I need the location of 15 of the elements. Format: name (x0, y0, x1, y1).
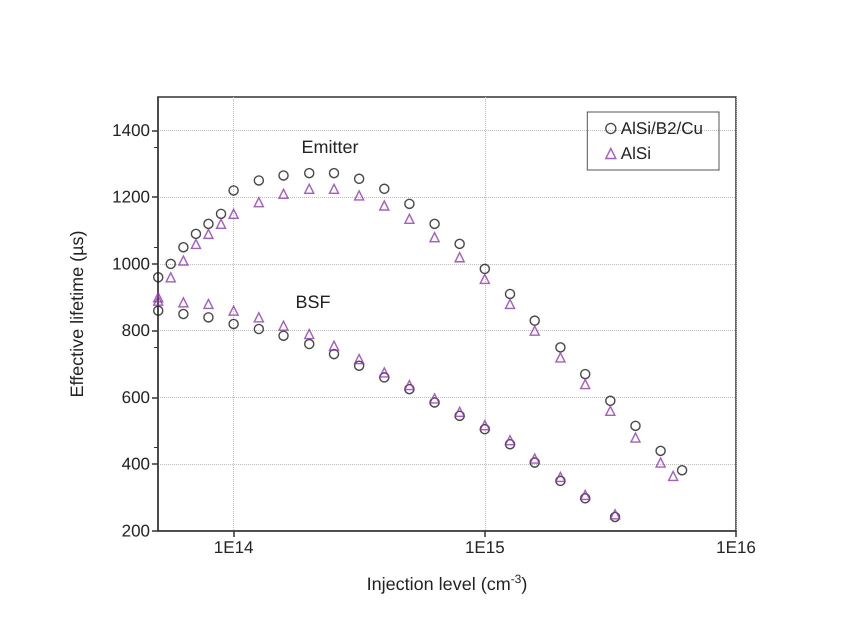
y-axis-title: Effective lifetime (µs) (67, 230, 87, 398)
y-tick-label: 400 (122, 454, 150, 474)
y-tick-label: 600 (122, 388, 150, 407)
y-tick-label: 1000 (112, 254, 150, 274)
x-tick-label: 1E16 (716, 538, 756, 557)
legend-label: AlSi/B2/Cu (620, 119, 703, 138)
legend-label: AlSi (620, 144, 652, 163)
annotation: BSF (295, 292, 331, 312)
y-tick-label: 200 (122, 522, 150, 540)
x-tick-label: 1E14 (214, 538, 254, 557)
y-tick-label: 1400 (112, 120, 150, 140)
x-tick-label: 1E15 (464, 538, 505, 557)
annotation: Emitter (301, 137, 359, 157)
y-tick-label: 1200 (112, 188, 150, 207)
y-tick-label: 800 (122, 321, 150, 340)
